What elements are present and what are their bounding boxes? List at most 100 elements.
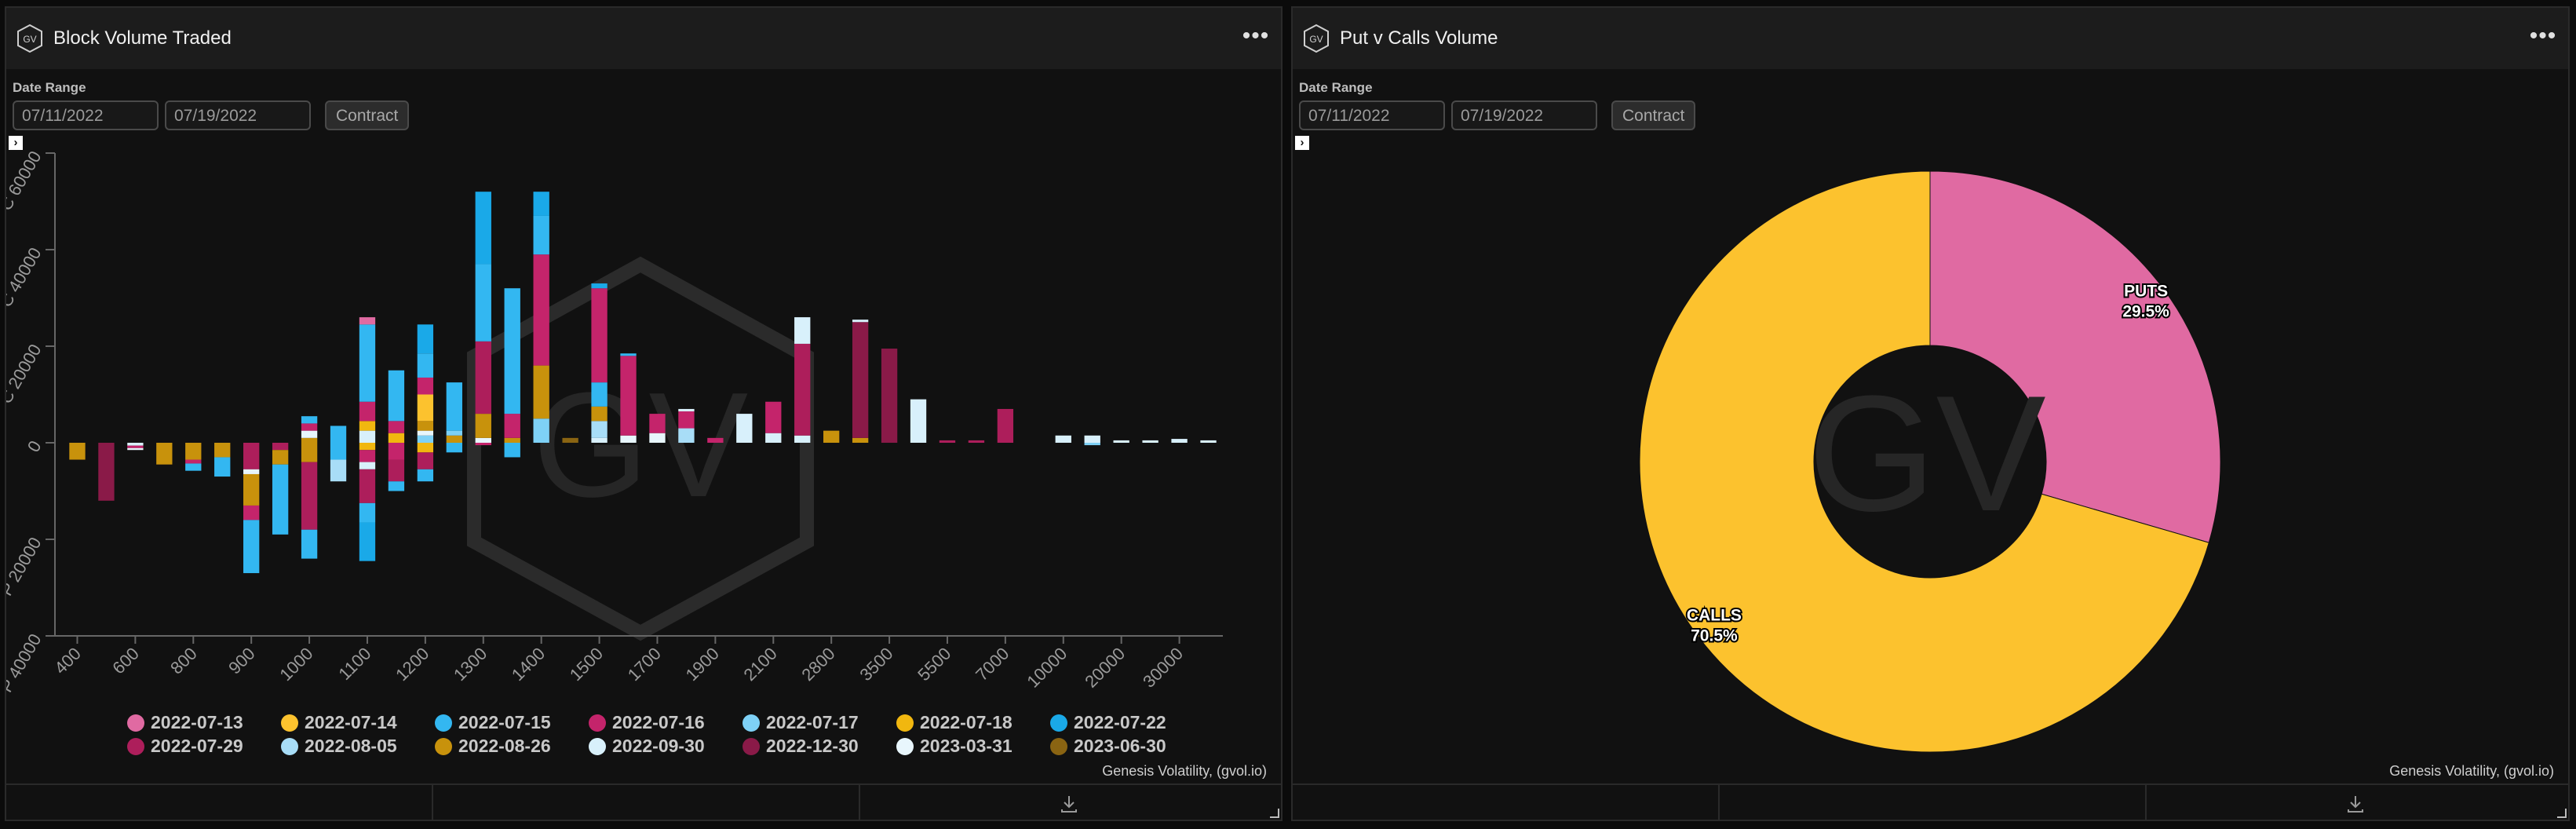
call-bar-segment[interactable] xyxy=(1055,435,1071,443)
call-bar-segment[interactable] xyxy=(388,370,405,422)
put-bar-segment[interactable] xyxy=(359,443,376,451)
start-date-input[interactable]: 07/11/2022 xyxy=(13,100,159,130)
put-bar-segment[interactable] xyxy=(330,459,347,482)
call-bar-segment[interactable] xyxy=(533,215,549,255)
call-bar-segment[interactable] xyxy=(417,353,434,378)
put-bar-segment[interactable] xyxy=(359,522,376,561)
put-bar-segment[interactable] xyxy=(417,443,434,453)
call-bar-segment[interactable] xyxy=(475,437,491,443)
put-bar-segment[interactable] xyxy=(475,443,491,446)
call-bar-segment[interactable] xyxy=(852,320,869,323)
resize-handle-icon[interactable] xyxy=(1268,807,1279,818)
call-bar-segment[interactable] xyxy=(417,377,434,395)
call-bar-segment[interactable] xyxy=(736,414,753,443)
call-bar-segment[interactable] xyxy=(504,288,520,414)
call-bar-segment[interactable] xyxy=(591,406,608,422)
call-bar-segment[interactable] xyxy=(910,399,927,443)
call-bar-segment[interactable] xyxy=(533,192,549,216)
put-bar-segment[interactable] xyxy=(243,443,260,469)
call-bar-segment[interactable] xyxy=(533,254,549,366)
put-bar-segment[interactable] xyxy=(359,462,376,469)
call-bar-segment[interactable] xyxy=(765,401,782,433)
call-bar-segment[interactable] xyxy=(591,437,608,443)
call-bar-segment[interactable] xyxy=(301,416,318,424)
call-bar-segment[interactable] xyxy=(359,317,376,325)
call-bar-segment[interactable] xyxy=(562,437,578,443)
call-bar-segment[interactable] xyxy=(997,408,1014,443)
put-bar-segment[interactable] xyxy=(330,443,347,460)
call-bar-segment[interactable] xyxy=(707,437,724,443)
put-bar-segment[interactable] xyxy=(417,452,434,469)
call-bar-segment[interactable] xyxy=(446,435,462,443)
call-bar-segment[interactable] xyxy=(765,433,782,443)
expand-arrow-icon[interactable]: › xyxy=(1295,136,1309,150)
call-bar-segment[interactable] xyxy=(794,317,811,344)
call-bar-segment[interactable] xyxy=(359,421,376,431)
call-bar-segment[interactable] xyxy=(620,435,637,443)
put-bar-segment[interactable] xyxy=(156,443,173,465)
put-bar-segment[interactable] xyxy=(185,463,202,471)
end-date-input[interactable]: 07/19/2022 xyxy=(1451,100,1597,130)
call-bar-segment[interactable] xyxy=(678,408,695,412)
call-bar-segment[interactable] xyxy=(533,365,549,419)
call-bar-segment[interactable] xyxy=(446,430,462,436)
call-bar-segment[interactable] xyxy=(533,418,549,443)
call-bar-segment[interactable] xyxy=(359,401,376,422)
call-bar-segment[interactable] xyxy=(417,394,434,422)
put-bar-segment[interactable] xyxy=(272,443,289,451)
put-bar-segment[interactable] xyxy=(272,450,289,465)
put-bar-segment[interactable] xyxy=(388,459,405,482)
start-date-input[interactable]: 07/11/2022 xyxy=(1299,100,1445,130)
put-bar-segment[interactable] xyxy=(185,459,202,464)
call-bar-segment[interactable] xyxy=(417,324,434,354)
call-bar-segment[interactable] xyxy=(852,437,869,443)
put-bar-segment[interactable] xyxy=(185,443,202,460)
put-bar-segment[interactable] xyxy=(359,450,376,462)
call-bar-segment[interactable] xyxy=(475,414,491,438)
put-bar-segment[interactable] xyxy=(504,443,520,458)
put-bar-segment[interactable] xyxy=(1084,443,1100,446)
call-bar-segment[interactable] xyxy=(649,414,666,433)
call-bar-segment[interactable] xyxy=(968,440,985,443)
call-bar-segment[interactable] xyxy=(359,430,376,443)
call-bar-segment[interactable] xyxy=(417,421,434,431)
call-bar-segment[interactable] xyxy=(475,192,491,265)
call-bar-segment[interactable] xyxy=(678,428,695,443)
call-bar-segment[interactable] xyxy=(620,356,637,436)
more-dots-icon[interactable]: ••• xyxy=(1242,23,1270,49)
call-bar-segment[interactable] xyxy=(591,283,608,289)
call-bar-segment[interactable] xyxy=(359,324,376,402)
call-bar-segment[interactable] xyxy=(330,425,347,443)
call-bar-segment[interactable] xyxy=(881,349,898,443)
call-bar-segment[interactable] xyxy=(794,343,811,436)
contract-button[interactable]: Contract xyxy=(325,100,410,130)
call-bar-segment[interactable] xyxy=(504,414,520,438)
call-bar-segment[interactable] xyxy=(794,435,811,443)
call-bar-segment[interactable] xyxy=(591,288,608,383)
download-icon[interactable] xyxy=(2344,793,2366,815)
end-date-input[interactable]: 07/19/2022 xyxy=(165,100,311,130)
call-bar-segment[interactable] xyxy=(301,430,318,438)
put-bar-segment[interactable] xyxy=(98,443,115,501)
donut-slice-calls[interactable] xyxy=(1639,170,2209,753)
call-bar-segment[interactable] xyxy=(475,264,491,341)
put-bar-segment[interactable] xyxy=(243,473,260,506)
call-bar-segment[interactable] xyxy=(678,411,695,429)
put-bar-segment[interactable] xyxy=(417,469,434,482)
put-bar-segment[interactable] xyxy=(359,502,376,523)
resize-handle-icon[interactable] xyxy=(2556,807,2567,818)
download-icon[interactable] xyxy=(1058,793,1080,815)
call-bar-segment[interactable] xyxy=(823,430,840,443)
contract-button[interactable]: Contract xyxy=(1611,100,1696,130)
call-bar-segment[interactable] xyxy=(1142,440,1158,443)
put-bar-segment[interactable] xyxy=(127,447,144,451)
call-bar-segment[interactable] xyxy=(417,430,434,436)
more-dots-icon[interactable]: ••• xyxy=(2529,23,2557,49)
call-bar-segment[interactable] xyxy=(301,437,318,443)
put-bar-segment[interactable] xyxy=(301,529,318,559)
put-bar-segment[interactable] xyxy=(127,445,144,448)
put-bar-segment[interactable] xyxy=(214,457,231,477)
call-bar-segment[interactable] xyxy=(417,435,434,443)
call-bar-segment[interactable] xyxy=(388,433,405,443)
call-bar-segment[interactable] xyxy=(649,433,666,443)
